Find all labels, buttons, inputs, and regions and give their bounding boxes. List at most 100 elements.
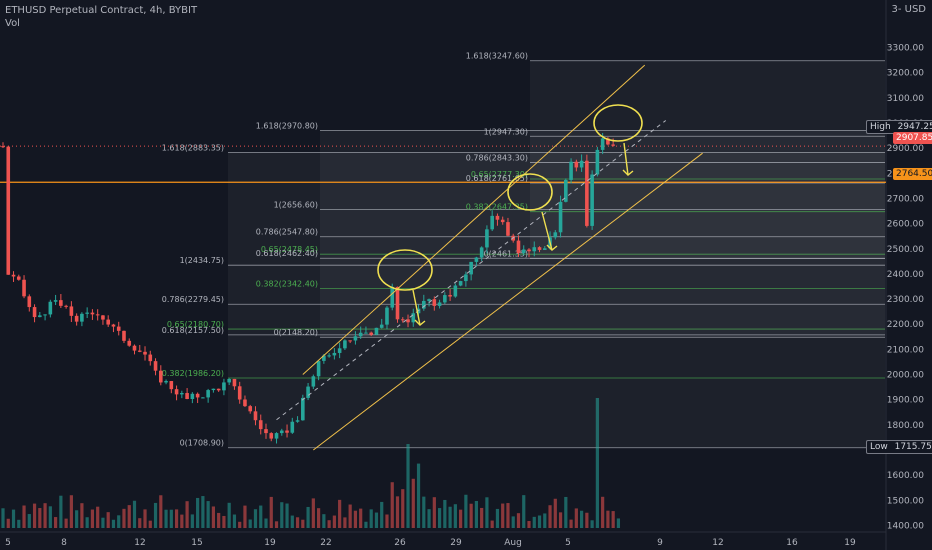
fib-level-label: 0.382(2342.40) xyxy=(256,279,318,288)
fib-level-label: 1(2656.60) xyxy=(274,200,318,209)
candle-body xyxy=(579,160,584,168)
candle-body xyxy=(206,390,210,398)
volume-bar xyxy=(238,521,242,528)
candle-body xyxy=(237,386,242,400)
volume-bar xyxy=(117,515,121,528)
volume-bar xyxy=(85,517,89,528)
orange-line-tag: 2764.50 xyxy=(893,168,932,180)
candle-body xyxy=(69,306,74,316)
candle-body xyxy=(148,354,153,362)
volume-bar xyxy=(269,496,273,528)
volume-bar xyxy=(390,482,394,528)
volume-bar xyxy=(411,478,415,528)
candle-body xyxy=(169,381,174,390)
volume-bar xyxy=(469,503,473,528)
low-tag: Low 1715.75 xyxy=(866,440,932,454)
volume-bar xyxy=(190,514,194,528)
volume-bar xyxy=(138,518,142,528)
candle-body xyxy=(185,393,189,400)
candle-body xyxy=(85,312,89,314)
volume-bar xyxy=(453,504,457,528)
channel-lower-line xyxy=(313,152,703,451)
volume-bar xyxy=(90,509,95,528)
volume-bar xyxy=(169,509,173,528)
candle-body xyxy=(458,281,463,286)
candle-body xyxy=(443,295,447,303)
candle-body xyxy=(332,352,337,356)
volume-bar xyxy=(527,521,531,528)
candle-body xyxy=(306,386,310,398)
candle-body xyxy=(564,179,568,202)
fib-level-label: 1(2947.30) xyxy=(484,127,528,136)
volume-bar xyxy=(69,495,73,528)
volume-bar xyxy=(543,513,547,528)
fib-level-label: 0.786(2547.80) xyxy=(256,228,318,237)
candle-body xyxy=(606,138,610,145)
candle-body xyxy=(532,247,537,252)
fib-level-label: 1.618(3247.60) xyxy=(466,52,528,61)
fib-level-label: 0.65(2777.30) xyxy=(471,170,528,179)
candle-body xyxy=(95,314,100,316)
volume-bar xyxy=(443,499,447,528)
volume-bar xyxy=(106,512,110,528)
volume-bar xyxy=(606,510,610,528)
volume-bar xyxy=(232,514,237,528)
fib-level-label: 0(2148.20) xyxy=(274,328,318,337)
candle-body xyxy=(390,286,395,308)
high-tag-label: High xyxy=(870,122,891,132)
candle-body xyxy=(216,388,221,391)
channel-middle-line xyxy=(276,120,667,421)
volume-bar xyxy=(401,489,405,528)
candle-body xyxy=(122,330,126,341)
candle-body xyxy=(385,307,389,325)
volume-bar xyxy=(211,506,215,528)
currency-label[interactable]: 3- USD xyxy=(891,4,926,15)
down-arrow-head xyxy=(622,169,634,176)
volume-bar xyxy=(332,515,336,528)
y-axis-tick-label: 2000.00 xyxy=(887,371,924,381)
volume-bar xyxy=(148,520,152,528)
volume-bar xyxy=(580,510,584,528)
x-axis-tick-label: 8 xyxy=(61,538,67,548)
volume-bar xyxy=(553,498,557,528)
volume-bar xyxy=(569,519,573,528)
candle-body xyxy=(159,370,163,383)
candle-body xyxy=(74,315,79,322)
volume-bar xyxy=(43,503,47,528)
candle-body xyxy=(469,261,473,275)
volume-bar xyxy=(564,496,568,528)
volume-bar xyxy=(548,505,552,528)
volume-bar xyxy=(301,519,305,528)
fib-zone xyxy=(530,60,885,259)
volume-bar xyxy=(322,514,326,528)
candle-body xyxy=(595,149,600,175)
volume-bar xyxy=(111,519,116,528)
fib-level-label: 1.618(2970.80) xyxy=(256,121,318,130)
volume-bar xyxy=(511,516,515,528)
candle-body xyxy=(432,299,437,306)
volume-bar xyxy=(516,513,521,528)
volume-bar xyxy=(448,506,452,528)
candle-body xyxy=(558,201,563,233)
candle-body xyxy=(243,399,247,407)
candle-body xyxy=(427,299,431,301)
candle-body xyxy=(290,421,295,433)
candle-body xyxy=(153,361,158,371)
volume-bar xyxy=(264,518,268,528)
candle-body xyxy=(327,355,331,357)
candle-body xyxy=(590,174,594,226)
volume-bar xyxy=(22,505,26,528)
candle-body xyxy=(279,430,284,434)
volume-bar xyxy=(338,499,342,528)
candle-body xyxy=(106,319,110,325)
candle-body xyxy=(322,355,326,361)
volume-bar xyxy=(590,520,594,528)
chart-title: ETHUSD Perpetual Contract, 4h, BYBIT xyxy=(5,5,198,16)
fib-level-label: 0.786(2843.30) xyxy=(466,153,528,162)
y-axis-tick-label: 2700.00 xyxy=(887,194,924,204)
candle-body xyxy=(64,305,68,307)
volume-bar xyxy=(364,521,368,528)
candle-body xyxy=(537,247,542,250)
candle-body xyxy=(43,314,47,316)
